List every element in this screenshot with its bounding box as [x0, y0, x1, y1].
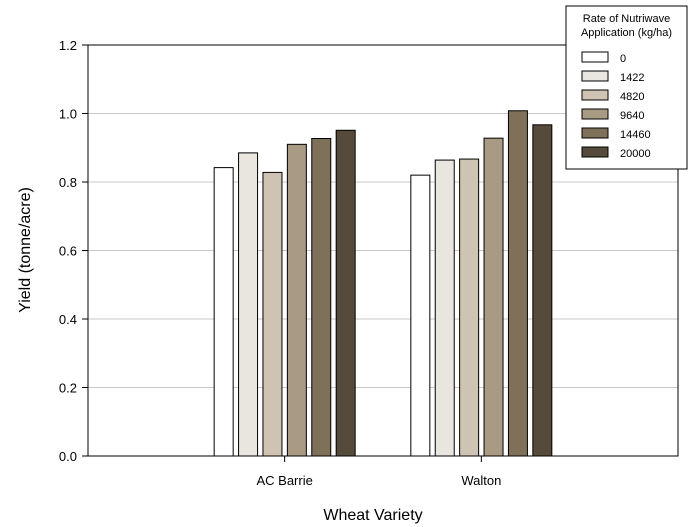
bar: [238, 152, 259, 457]
legend-title: Rate of Nutriwave: [583, 13, 670, 25]
legend-entry-label: 14460: [620, 129, 651, 141]
bars: [213, 110, 553, 457]
y-tick-label: 0.8: [59, 175, 77, 190]
legend-entry-label: 4820: [620, 91, 644, 103]
legend-entry-label: 9640: [620, 110, 644, 122]
bar: [459, 158, 480, 457]
y-tick-label: 0.2: [59, 381, 77, 396]
y-axis: 0.0 0.2 0.4 0.6 0.8 1.0 1.2: [59, 38, 88, 464]
legend: Rate of Nutriwave Application (kg/ha) 0 142…: [565, 5, 688, 170]
legend-swatch: [581, 108, 609, 120]
bar: [213, 167, 234, 457]
legend-swatch: [581, 146, 609, 158]
bar: [434, 159, 455, 457]
bar: [335, 129, 356, 457]
legend-title: Application (kg/ha): [581, 27, 672, 39]
y-tick-label: 1.2: [59, 38, 77, 53]
bar: [483, 137, 504, 457]
legend-swatch: [581, 70, 609, 82]
y-axis-label: Yield (tonne/acre): [17, 187, 34, 313]
gridlines: [88, 113, 678, 388]
bar: [311, 138, 332, 457]
legend-entry-label: 0: [620, 53, 626, 65]
legend-box: [565, 5, 688, 170]
y-tick-label: 0.4: [59, 312, 77, 327]
legend-swatch: [581, 51, 609, 63]
legend-swatch: [581, 89, 609, 101]
legend-entry-label: 1422: [620, 72, 644, 84]
bar: [507, 110, 528, 457]
bar: [262, 171, 283, 457]
y-tick-label: 0.0: [59, 449, 77, 464]
x-axis: AC Barrie Walton: [256, 456, 501, 488]
legend-swatch: [581, 127, 609, 139]
x-tick-label: AC Barrie: [256, 473, 312, 488]
x-tick-label: Walton: [461, 473, 501, 488]
x-axis-label: Wheat Variety: [323, 507, 422, 524]
legend-entry-label: 20000: [620, 148, 651, 160]
bar: [532, 124, 553, 457]
bar: [410, 174, 431, 457]
bar: [286, 143, 307, 457]
y-tick-label: 0.6: [59, 244, 77, 259]
y-tick-label: 1.0: [59, 107, 77, 122]
